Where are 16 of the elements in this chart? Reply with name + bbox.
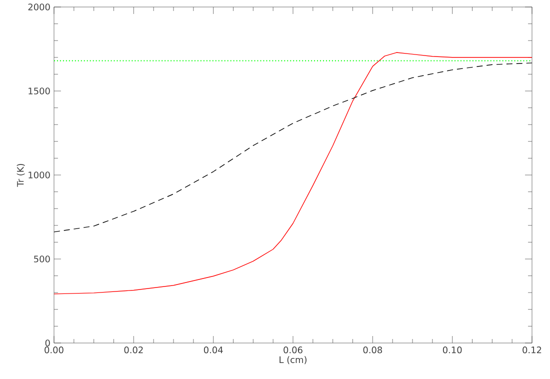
x-axis-title: L (cm)	[280, 356, 306, 364]
x-tick-label: 0.04	[204, 346, 223, 354]
y-axis-title: Tr (K)	[16, 164, 25, 187]
x-tick-label: 0.08	[363, 346, 382, 354]
x-tick-label: 0.10	[442, 346, 462, 354]
y-tick-label: 0	[45, 340, 50, 346]
x-tick-label: 0.06	[284, 346, 302, 354]
y-tick-label: 500	[34, 256, 50, 262]
x-tick-label: 0.00	[44, 346, 64, 354]
y-tick-label: 1000	[28, 172, 50, 178]
x-tick-label: 0.12	[522, 346, 542, 354]
x-tick-label: 0.02	[124, 346, 143, 354]
y-tick-label: 2000	[28, 4, 50, 10]
line-series	[54, 62, 532, 232]
line-series	[54, 52, 532, 294]
y-tick-label: 1500	[28, 88, 50, 94]
